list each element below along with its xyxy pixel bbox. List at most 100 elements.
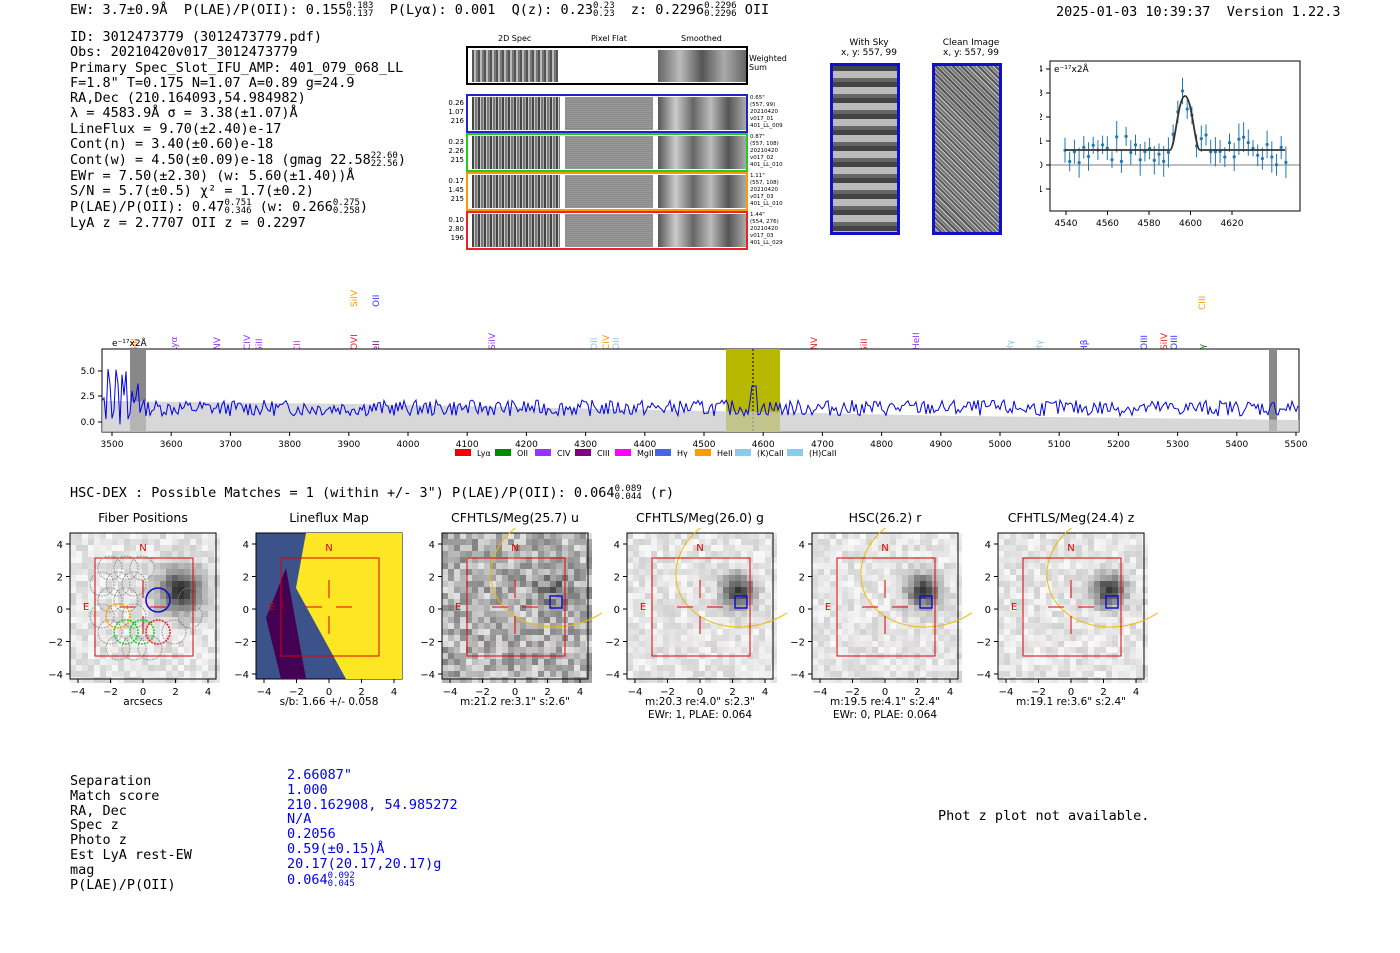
panel-pixel [586,569,592,575]
panel-pixel [771,677,777,683]
panel-pixel [532,659,538,665]
panel-pixel [118,647,124,653]
zoom-data-point [1256,153,1260,157]
spec2d-row-right-values: 0.87" (557, 108) 20210420 v017_02 401_LL_010 [750,134,790,169]
panel-pixel [526,587,532,593]
panel-pixel [154,611,160,617]
panel-pixel [100,635,106,641]
panel-pixel [818,563,824,569]
panel-pixel [735,635,741,641]
panel-pixel [442,617,448,623]
panel-pixel [1028,593,1034,599]
panel-pixel [866,677,872,683]
panel-pixel [860,545,866,551]
panel-pixel [130,563,136,569]
panel-pixel [154,563,160,569]
panel-pixel [472,593,478,599]
panel-pixel [735,641,741,647]
panel-pixel [550,677,556,683]
panel-pixel [717,569,723,575]
panel-pixel [1082,623,1088,629]
panel-pixel [1064,599,1070,605]
panel-pixel [586,581,592,587]
panel-pixel [998,593,1004,599]
panel-pixel [1142,659,1148,665]
panel-pixel [106,623,112,629]
spec-xtick-label: 5200 [1107,440,1130,450]
panel-pixel [657,587,663,593]
panel-pixel [574,617,580,623]
zoom-data-point [1077,161,1081,165]
panel-pixel [1070,539,1076,545]
panel-pixel [848,599,854,605]
panel-pixel [76,539,82,545]
panel-pixel [1082,647,1088,653]
panel-pixel [496,659,502,665]
panel-pixel [1058,545,1064,551]
panel-pixel [1100,581,1106,587]
panel-pixel [1136,551,1142,557]
panel-pixel [860,623,866,629]
panel-pixel [1064,533,1070,539]
panel-pixel [1142,557,1148,563]
panel-pixel [890,605,896,611]
panel-pixel [124,551,130,557]
panel-pixel [741,635,747,641]
panel-pixel [926,659,932,665]
header-z-line: OII [744,2,770,18]
panel-pixel [1130,581,1136,587]
panel-xtick-label: −2 [1031,687,1046,698]
panel-pixel [1004,581,1010,587]
panel-pixel [1028,551,1034,557]
panel-pixel [202,653,208,659]
panel-pixel [1088,629,1094,635]
panel-pixel [771,647,777,653]
panel-pixel [657,635,663,641]
panel-pixel [872,599,878,605]
panel-pixel [627,581,633,587]
panel-pixel [172,665,178,671]
panel-pixel [878,563,884,569]
panel-pixel [914,575,920,581]
panel-pixel [771,605,777,611]
panel-pixel [208,563,214,569]
clean-label: Clean Image [942,38,1000,48]
panel-pixel [1088,665,1094,671]
panel-pixel [729,611,735,617]
panel-pixel [663,617,669,623]
panel-pixel [1004,539,1010,545]
panel-pixel [1064,581,1070,587]
panel-pixel [508,623,514,629]
panel-pixel [1052,605,1058,611]
panel-pixel [842,647,848,653]
panel-pixel [82,647,88,653]
panel-pixel [1004,563,1010,569]
panel-pixel [830,545,836,551]
panel-pixel [166,665,172,671]
panel-pixel [890,677,896,683]
panel-pixel [526,647,532,653]
panel-pixel [454,533,460,539]
panel-pixel [878,617,884,623]
panel-pixel [544,611,550,617]
panel-pixel [520,647,526,653]
panel-pixel [896,629,902,635]
panel-pixel [538,575,544,581]
panel-pixel [998,599,1004,605]
panel-pixel [484,593,490,599]
panel-pixel [562,671,568,677]
panel-pixel [645,635,651,641]
panel-pixel [538,659,544,665]
panel-pixel [106,611,112,617]
spec2d-left-value: 1.45 [448,186,464,194]
panel-pixel [556,551,562,557]
panel-pixel [502,611,508,617]
panel-pixel [633,623,639,629]
panel-pixel [675,647,681,653]
panel-pixel [130,677,136,683]
panel-pixel [1130,659,1136,665]
panel-pixel [490,647,496,653]
panel-pixel [202,569,208,575]
panel-ytick-label: −2 [790,638,805,649]
spec2d-right-value: 401_LL_029 [750,240,783,246]
